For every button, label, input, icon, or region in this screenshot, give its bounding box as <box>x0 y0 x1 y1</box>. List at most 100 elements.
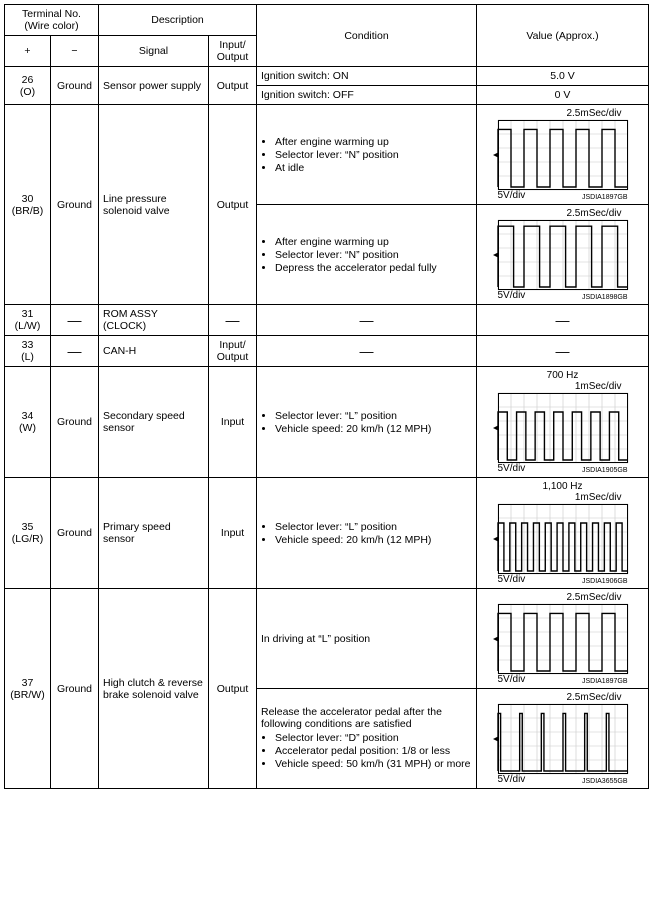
signal: ROM ASSY(CLOCK) <box>99 305 209 336</box>
condition-cell: Ignition switch: ON <box>257 67 477 86</box>
wave-timebase: 2.5mSec/div <box>498 592 628 603</box>
wave-code: JSDIA1898GB <box>582 294 628 301</box>
wave-vdiv: 5V/div <box>498 674 526 685</box>
condition-item: After engine warming up <box>275 136 472 148</box>
wave-freq: 1,100 Hz <box>481 481 644 492</box>
condition-item: Vehicle speed: 20 km/h (12 MPH) <box>275 423 472 435</box>
condition-item: Selector lever: “L” position <box>275 410 472 422</box>
condition-item: Selector lever: “N” position <box>275 249 472 261</box>
condition-item: Selector lever: “D” position <box>275 732 472 744</box>
table-row: 31(L/W)—ROM ASSY(CLOCK)——— <box>5 305 649 336</box>
wave-code: JSDIA3655GB <box>582 778 628 785</box>
wave-vdiv: 5V/div <box>498 190 526 201</box>
waveform-icon <box>498 393 628 463</box>
condition-cell: Release the accelerator pedal after the … <box>257 689 477 789</box>
condition-item: Vehicle speed: 50 km/h (31 MPH) or more <box>275 758 472 770</box>
io: Input <box>209 478 257 589</box>
value-cell: — <box>477 336 649 367</box>
io: Output <box>209 105 257 305</box>
th-condition: Condition <box>257 5 477 67</box>
signal: Line pressure solenoid valve <box>99 105 209 305</box>
condition-item: Accelerator pedal position: 1/8 or less <box>275 745 472 757</box>
terminal-plus: 34(W) <box>5 367 51 478</box>
condition-item: Selector lever: “N” position <box>275 149 472 161</box>
condition-item: After engine warming up <box>275 236 472 248</box>
terminal-minus: Ground <box>51 478 99 589</box>
signal: Primary speed sensor <box>99 478 209 589</box>
wave-vdiv: 5V/div <box>498 574 526 585</box>
terminal-plus: 31(L/W) <box>5 305 51 336</box>
io: Output <box>209 589 257 789</box>
wave-vdiv: 5V/div <box>498 463 526 474</box>
waveform-icon <box>498 120 628 190</box>
terminal-minus: Ground <box>51 367 99 478</box>
th-plus: + <box>5 36 51 67</box>
terminal-minus: Ground <box>51 105 99 305</box>
condition-cell: Ignition switch: OFF <box>257 86 477 105</box>
value-cell: 700 Hz1mSec/div 5V/div JSDIA1905GB <box>477 367 649 478</box>
wave-timebase: 2.5mSec/div <box>498 692 628 703</box>
terminal-plus: 35(LG/R) <box>5 478 51 589</box>
condition-cell: In driving at “L” position <box>257 589 477 689</box>
terminal-plus: 30(BR/B) <box>5 105 51 305</box>
value-cell: — <box>477 305 649 336</box>
value-cell: 2.5mSec/div 5V/div JSDIA3655GB <box>477 689 649 789</box>
value-cell: 2.5mSec/div 5V/div JSDIA1898GB <box>477 205 649 305</box>
signal: CAN-H <box>99 336 209 367</box>
wave-vdiv: 5V/div <box>498 290 526 301</box>
wave-timebase: 2.5mSec/div <box>498 208 628 219</box>
value-cell: 0 V <box>477 86 649 105</box>
signal: Sensor power supply <box>99 67 209 105</box>
condition-cell: Selector lever: “L” positionVehicle spee… <box>257 367 477 478</box>
condition-cell: — <box>257 336 477 367</box>
waveform-icon <box>498 604 628 674</box>
wave-vdiv: 5V/div <box>498 774 526 785</box>
signal: Secondary speed sensor <box>99 367 209 478</box>
th-signal: Signal <box>99 36 209 67</box>
wave-code: JSDIA1897GB <box>582 678 628 685</box>
condition-item: At idle <box>275 162 472 174</box>
signal: High clutch & reverse brake solenoid val… <box>99 589 209 789</box>
th-value: Value (Approx.) <box>477 5 649 67</box>
wave-code: JSDIA1905GB <box>582 467 628 474</box>
th-io: Input/Output <box>209 36 257 67</box>
io: Input <box>209 367 257 478</box>
condition-item: Vehicle speed: 20 km/h (12 MPH) <box>275 534 472 546</box>
table-row: 34(W)GroundSecondary speed sensorInputSe… <box>5 367 649 478</box>
condition-cell: After engine warming upSelector lever: “… <box>257 105 477 205</box>
table-row: 33(L)—CAN-HInput/Output—— <box>5 336 649 367</box>
table-row: 35(LG/R)GroundPrimary speed sensorInputS… <box>5 478 649 589</box>
io: Output <box>209 67 257 105</box>
terminal-plus: 33(L) <box>5 336 51 367</box>
terminal-minus: Ground <box>51 67 99 105</box>
value-cell: 2.5mSec/div 5V/div JSDIA1897GB <box>477 589 649 689</box>
condition-cell: Selector lever: “L” positionVehicle spee… <box>257 478 477 589</box>
waveform-icon <box>498 704 628 774</box>
wave-timebase: 2.5mSec/div <box>498 108 628 119</box>
waveform-icon <box>498 220 628 290</box>
wave-code: JSDIA1897GB <box>582 194 628 201</box>
terminal-minus: — <box>51 336 99 367</box>
io: — <box>209 305 257 336</box>
th-minus: − <box>51 36 99 67</box>
table-row: 26(O)GroundSensor power supplyOutputIgni… <box>5 67 649 86</box>
value-cell: 5.0 V <box>477 67 649 86</box>
condition-item: Selector lever: “L” position <box>275 521 472 533</box>
condition-cell: After engine warming upSelector lever: “… <box>257 205 477 305</box>
wave-timebase: 1mSec/div <box>498 381 628 392</box>
terminal-reference-table: Terminal No.(Wire color) Description Con… <box>4 4 649 789</box>
waveform-icon <box>498 504 628 574</box>
terminal-minus: — <box>51 305 99 336</box>
terminal-plus: 37(BR/W) <box>5 589 51 789</box>
terminal-minus: Ground <box>51 589 99 789</box>
value-cell: 1,100 Hz1mSec/div 5V/div JSDIA1906GB <box>477 478 649 589</box>
th-description: Description <box>99 5 257 36</box>
wave-code: JSDIA1906GB <box>582 578 628 585</box>
th-terminal: Terminal No.(Wire color) <box>5 5 99 36</box>
table-row: 30(BR/B)GroundLine pressure solenoid val… <box>5 105 649 205</box>
wave-freq: 700 Hz <box>481 370 644 381</box>
condition-item: Depress the accelerator pedal fully <box>275 262 472 274</box>
wave-timebase: 1mSec/div <box>498 492 628 503</box>
terminal-plus: 26(O) <box>5 67 51 105</box>
condition-cell: — <box>257 305 477 336</box>
